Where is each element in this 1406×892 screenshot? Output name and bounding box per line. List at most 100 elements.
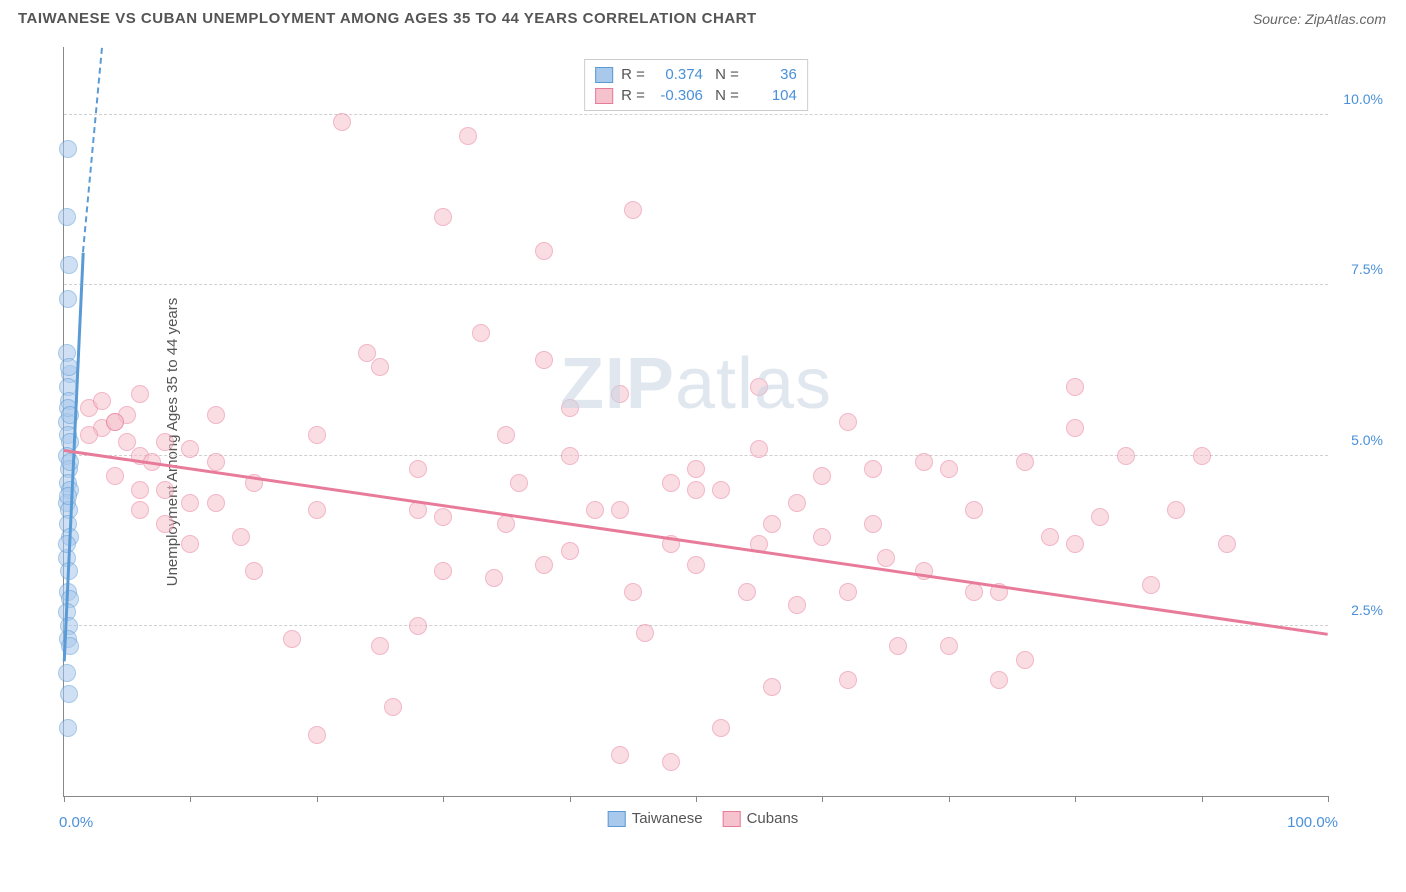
chart-title: TAIWANESE VS CUBAN UNEMPLOYMENT AMONG AG… — [18, 10, 757, 27]
legend-n-value-1: 104 — [747, 87, 797, 104]
scatter-point — [156, 433, 174, 451]
scatter-point — [333, 113, 351, 131]
scatter-point — [965, 501, 983, 519]
chart-container: Unemployment Among Ages 35 to 44 years Z… — [18, 37, 1388, 847]
scatter-point — [434, 508, 452, 526]
scatter-point — [611, 746, 629, 764]
x-tick — [1328, 796, 1329, 802]
legend-r-value-0: 0.374 — [653, 66, 703, 83]
x-tick — [1202, 796, 1203, 802]
scatter-point — [712, 719, 730, 737]
scatter-point — [131, 481, 149, 499]
x-tick — [443, 796, 444, 802]
scatter-point — [58, 208, 76, 226]
scatter-point — [59, 140, 77, 158]
scatter-point — [156, 515, 174, 533]
scatter-point — [371, 637, 389, 655]
trend-line-dashed — [82, 48, 103, 252]
scatter-point — [409, 617, 427, 635]
scatter-point — [459, 127, 477, 145]
scatter-point — [687, 460, 705, 478]
scatter-point — [245, 562, 263, 580]
scatter-point — [409, 460, 427, 478]
scatter-point — [990, 671, 1008, 689]
legend-r-value-1: -0.306 — [653, 87, 703, 104]
source-attribution: Source: ZipAtlas.com — [1253, 11, 1386, 27]
scatter-point — [763, 678, 781, 696]
x-tick — [64, 796, 65, 802]
x-tick — [696, 796, 697, 802]
scatter-point — [535, 556, 553, 574]
legend-stats: R = 0.374 N = 36 R = -0.306 N = 104 — [584, 59, 808, 111]
scatter-point — [485, 569, 503, 587]
scatter-point — [839, 583, 857, 601]
scatter-point — [561, 542, 579, 560]
scatter-point — [308, 426, 326, 444]
scatter-point — [1066, 378, 1084, 396]
scatter-point — [434, 562, 452, 580]
scatter-point — [1041, 528, 1059, 546]
scatter-point — [636, 624, 654, 642]
scatter-point — [1091, 508, 1109, 526]
scatter-point — [510, 474, 528, 492]
x-tick — [822, 796, 823, 802]
scatter-point — [131, 501, 149, 519]
scatter-point — [738, 583, 756, 601]
scatter-point — [207, 453, 225, 471]
gridline-h — [64, 625, 1328, 626]
scatter-point — [58, 664, 76, 682]
scatter-point — [662, 753, 680, 771]
scatter-point — [1066, 419, 1084, 437]
scatter-point — [181, 440, 199, 458]
plot-area: ZIPatlas R = 0.374 N = 36 R = -0.306 N =… — [63, 47, 1328, 797]
y-tick-label: 5.0% — [1351, 432, 1383, 448]
x-tick — [190, 796, 191, 802]
scatter-point — [611, 501, 629, 519]
scatter-point — [60, 256, 78, 274]
scatter-point — [1066, 535, 1084, 553]
scatter-point — [788, 596, 806, 614]
scatter-point — [106, 467, 124, 485]
gridline-h — [64, 455, 1328, 456]
legend-stats-row-1: R = -0.306 N = 104 — [595, 85, 797, 106]
x-tick — [949, 796, 950, 802]
legend-swatch-1 — [595, 88, 613, 104]
legend-swatch-0 — [595, 67, 613, 83]
scatter-point — [207, 406, 225, 424]
scatter-point — [283, 630, 301, 648]
legend-r-label-0: R = — [621, 66, 645, 83]
scatter-point — [472, 324, 490, 342]
legend-n-label-0: N = — [711, 66, 739, 83]
scatter-point — [308, 726, 326, 744]
scatter-point — [497, 426, 515, 444]
scatter-point — [80, 426, 98, 444]
scatter-point — [611, 385, 629, 403]
scatter-point — [687, 556, 705, 574]
scatter-point — [839, 671, 857, 689]
scatter-point — [915, 562, 933, 580]
scatter-point — [915, 453, 933, 471]
scatter-point — [561, 447, 579, 465]
legend-series-item-1: Cubans — [723, 810, 799, 827]
scatter-point — [1016, 651, 1034, 669]
scatter-point — [156, 481, 174, 499]
scatter-point — [1167, 501, 1185, 519]
scatter-point — [207, 494, 225, 512]
legend-series-label-1: Cubans — [747, 810, 799, 827]
x-axis-label-min: 0.0% — [59, 814, 93, 831]
scatter-point — [864, 515, 882, 533]
scatter-point — [93, 392, 111, 410]
legend-swatch-bottom-0 — [608, 811, 626, 827]
scatter-point — [586, 501, 604, 519]
scatter-point — [624, 201, 642, 219]
watermark: ZIPatlas — [560, 343, 832, 425]
legend-stats-row-0: R = 0.374 N = 36 — [595, 64, 797, 85]
scatter-point — [106, 413, 124, 431]
y-tick-label: 2.5% — [1351, 602, 1383, 618]
scatter-point — [371, 358, 389, 376]
scatter-point — [59, 487, 77, 505]
scatter-point — [750, 378, 768, 396]
scatter-point — [813, 528, 831, 546]
scatter-point — [813, 467, 831, 485]
scatter-point — [59, 290, 77, 308]
